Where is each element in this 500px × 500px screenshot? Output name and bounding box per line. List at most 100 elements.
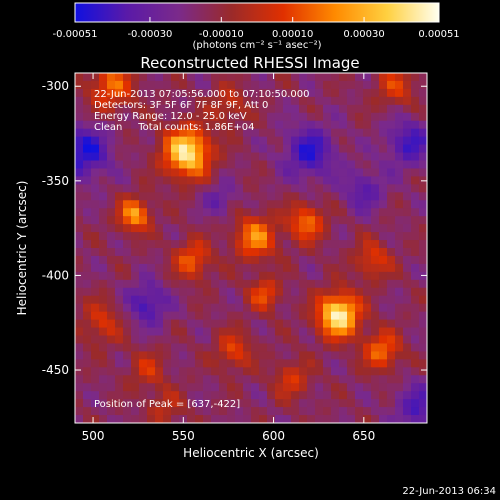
heatmap-cell: [259, 160, 268, 170]
heatmap-cell: [387, 120, 396, 130]
heatmap-cell: [387, 208, 396, 217]
heatmap-cell: [155, 383, 164, 392]
heatmap-cell: [267, 248, 276, 257]
heatmap-cell: [75, 240, 84, 249]
heatmap-cell: [267, 255, 276, 265]
heatmap-cell: [211, 343, 220, 352]
heatmap-cell: [155, 184, 164, 193]
heatmap-cell: [387, 295, 396, 305]
heatmap-cell: [355, 208, 364, 217]
heatmap-cell: [235, 88, 244, 98]
heatmap-cell: [115, 303, 124, 313]
heatmap-cell: [99, 319, 108, 329]
heatmap-cell: [371, 263, 380, 273]
heatmap-cell: [195, 335, 204, 345]
heatmap-cell: [267, 351, 276, 360]
heatmap-cell: [387, 287, 396, 297]
heatmap-cell: [115, 240, 124, 249]
heatmap-cell: [219, 343, 228, 352]
heatmap-cell: [163, 184, 172, 193]
heatmap-cell: [395, 271, 404, 281]
heatmap-cell: [315, 88, 324, 98]
heatmap-cell: [355, 168, 364, 177]
heatmap-cell: [123, 216, 132, 225]
heatmap-cell: [123, 152, 132, 162]
heatmap-cell: [99, 248, 108, 257]
heatmap-cell: [411, 144, 420, 154]
heatmap-cell: [347, 415, 356, 423]
heatmap-cell: [147, 200, 156, 209]
heatmap-cell: [355, 200, 364, 209]
heatmap-cell: [83, 319, 92, 329]
heatmap-cell: [155, 224, 164, 233]
heatmap-cell: [227, 224, 236, 233]
heatmap-cell: [123, 335, 132, 345]
heatmap-cell: [275, 399, 284, 408]
heatmap-cell: [371, 399, 380, 408]
heatmap-cell: [203, 96, 212, 106]
heatmap-cell: [395, 208, 404, 217]
heatmap-cell: [291, 232, 300, 241]
heatmap-cell: [291, 224, 300, 233]
heatmap-cell: [123, 88, 132, 98]
heatmap-cell: [379, 168, 388, 177]
heatmap-cell: [75, 232, 84, 241]
heatmap-cell: [395, 399, 404, 408]
heatmap-cell: [371, 136, 380, 146]
heatmap-cell: [155, 96, 164, 106]
heatmap-cell: [91, 295, 100, 305]
heatmap-cell: [115, 279, 124, 289]
heatmap-cell: [147, 415, 156, 423]
annotation-peak-position: Position of Peak = [637,-422]: [94, 399, 240, 410]
heatmap-cell: [123, 224, 132, 233]
heatmap-cell: [219, 303, 228, 313]
heatmap-cell: [131, 88, 140, 98]
heatmap-cell: [107, 327, 116, 337]
heatmap-cell: [243, 224, 252, 233]
heatmap-cell: [251, 160, 260, 170]
heatmap-cell: [339, 311, 348, 321]
heatmap-cell: [275, 128, 284, 138]
heatmap-cell: [363, 208, 372, 217]
heatmap-cell: [219, 232, 228, 241]
heatmap-cell: [163, 351, 172, 360]
heatmap-cell: [163, 303, 172, 313]
heatmap-cell: [139, 351, 148, 360]
heatmap-cell: [387, 168, 396, 177]
heatmap-cell: [83, 335, 92, 345]
heatmap-cell: [411, 112, 420, 122]
heatmap-cell: [387, 104, 396, 114]
heatmap-cell: [275, 407, 284, 416]
heatmap-cell: [259, 208, 268, 217]
heatmap-cell: [115, 192, 124, 201]
heatmap-cell: [123, 415, 132, 423]
heatmap-cell: [179, 88, 188, 98]
heatmap-cell: [283, 184, 292, 193]
heatmap-cell: [155, 279, 164, 289]
heatmap-cell: [251, 319, 260, 329]
heatmap-cell: [395, 192, 404, 201]
heatmap-cell: [379, 136, 388, 146]
heatmap-cell: [155, 295, 164, 305]
heatmap-cell: [251, 359, 260, 368]
heatmap-cell: [123, 359, 132, 368]
heatmap-cell: [355, 415, 364, 423]
heatmap-cell: [123, 399, 132, 408]
heatmap-cell: [243, 359, 252, 368]
heatmap-cell: [227, 112, 236, 122]
heatmap-cell: [187, 96, 196, 106]
heatmap-cell: [99, 399, 108, 408]
heatmap-cell: [83, 152, 92, 162]
heatmap-cell: [299, 128, 308, 138]
heatmap-cell: [211, 73, 220, 82]
heatmap-cell: [259, 335, 268, 345]
heatmap-cell: [83, 160, 92, 170]
heatmap-cell: [299, 168, 308, 177]
heatmap-cell: [387, 192, 396, 201]
heatmap-cell: [147, 359, 156, 368]
heatmap-cell: [179, 311, 188, 321]
heatmap-cell: [379, 407, 388, 416]
heatmap-cell: [91, 375, 100, 384]
heatmap-cell: [91, 399, 100, 408]
heatmap-cell: [275, 208, 284, 217]
